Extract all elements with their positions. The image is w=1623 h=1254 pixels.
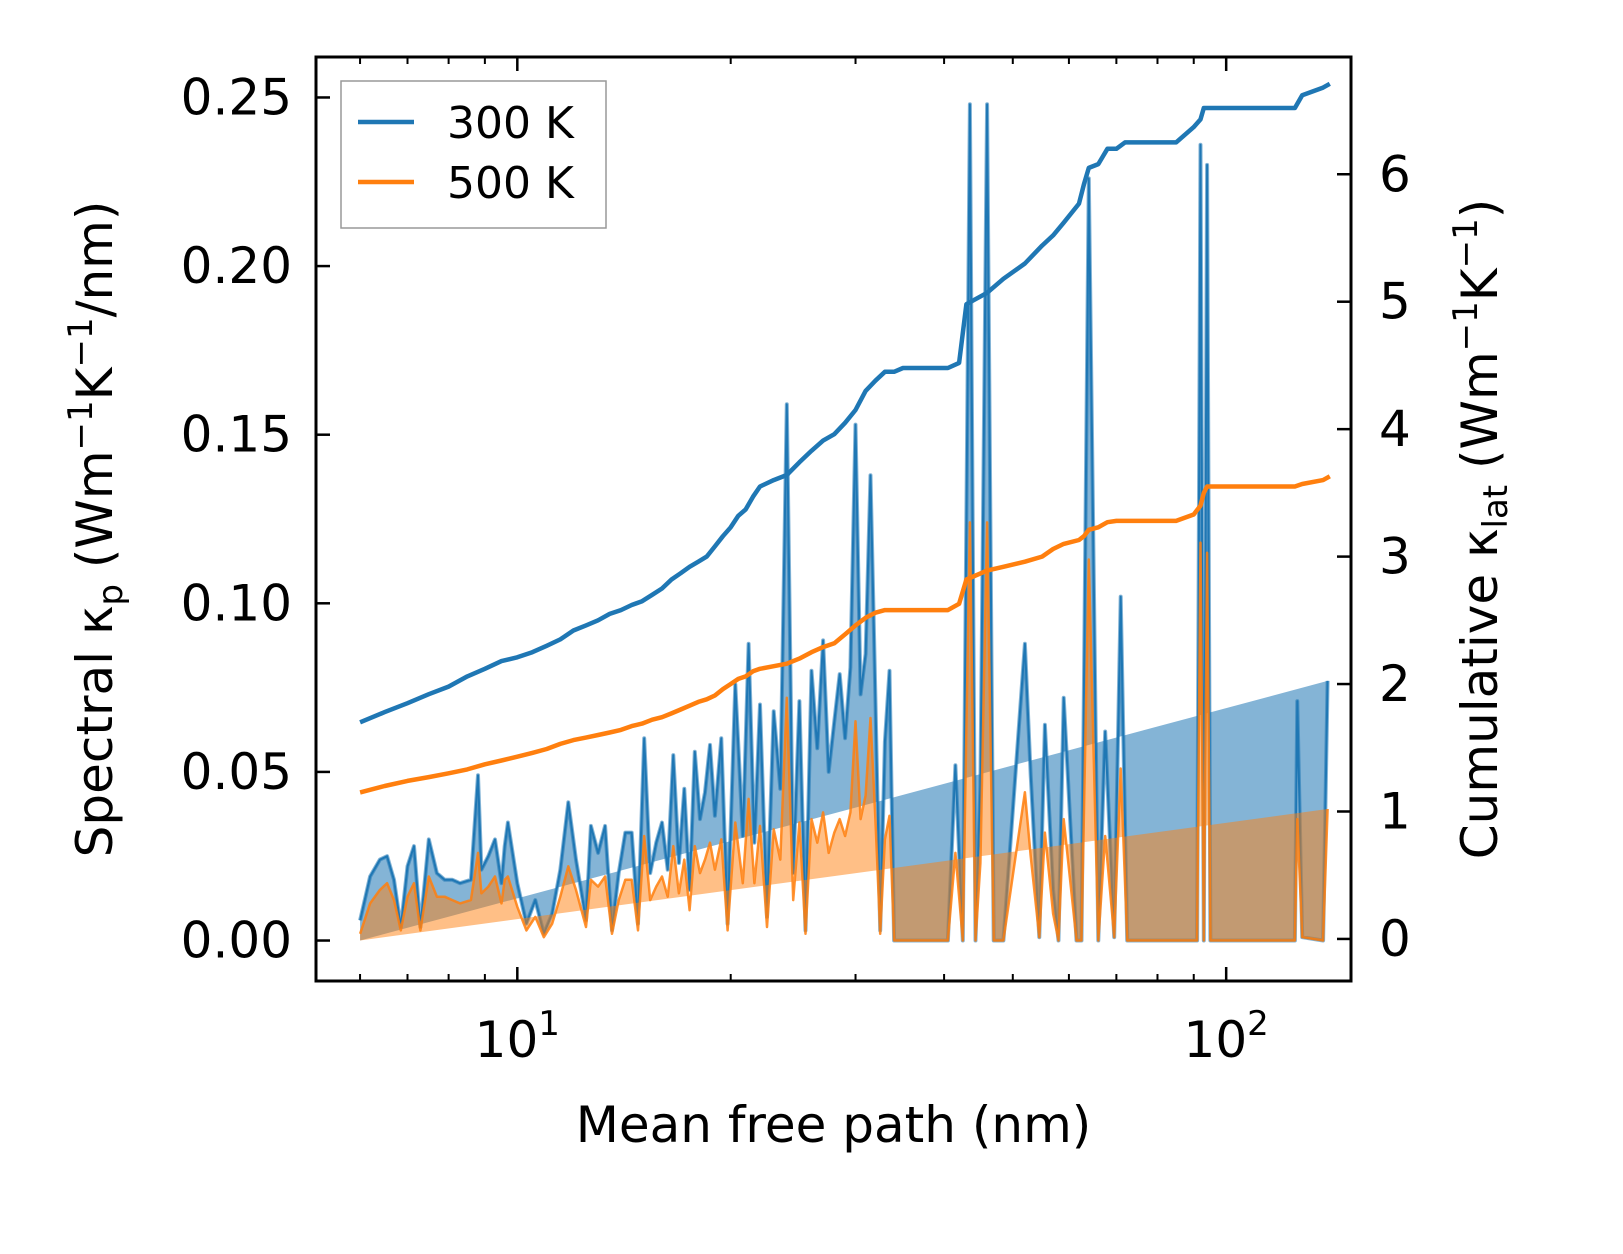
data-lines <box>359 81 1331 795</box>
y-left-tick-label: 0.25 <box>181 68 292 126</box>
y-left-tick-label: 0.15 <box>181 406 292 464</box>
spectral-line-500k <box>358 521 1329 942</box>
plot-frame <box>314 55 1353 983</box>
y-right-tick-label: 5 <box>1379 273 1411 331</box>
x-tick-base: 10 <box>475 1011 539 1069</box>
legend-label-500k: 500 K <box>447 158 575 209</box>
y-right-sup1: −1 <box>1446 301 1486 351</box>
y-right-unit-open: (Wm <box>1451 351 1509 485</box>
y-right-tick-label: 1 <box>1379 782 1411 840</box>
y-left-unit-open: (Wm <box>66 450 124 584</box>
y-right-tick-label: 6 <box>1379 145 1411 203</box>
y-left-prefix: Spectral κ <box>66 606 124 858</box>
y-left-sup1: −1 <box>61 400 101 450</box>
spectral-fills <box>358 102 1330 943</box>
y-axis-title-left: Spectral κp (Wm−1K−1/nm) <box>61 201 131 858</box>
x-tick-exp: 2 <box>1247 1004 1269 1044</box>
y-right-tick-label: 3 <box>1379 528 1411 586</box>
y-right-prefix: Cumulative κ <box>1451 528 1509 859</box>
legend: 300 K 500 K <box>340 80 607 229</box>
y-right-tick-label: 2 <box>1379 655 1411 713</box>
x-tick-exp: 1 <box>538 1004 560 1044</box>
y-left-tick-label: 0.05 <box>181 743 292 801</box>
y-right-sub: lat <box>1476 485 1516 529</box>
y-axis-title-right: Cumulative κlat (Wm−1K−1) <box>1446 199 1516 859</box>
y-right-tick-label: 4 <box>1379 400 1411 458</box>
y-left-tick-label: 0.00 <box>181 912 292 970</box>
y-left-unit-close: /nm) <box>66 201 124 318</box>
cumulative-line-500k <box>359 474 1331 795</box>
x-tick-label: 102 <box>1184 1004 1269 1069</box>
spectral-fill-500k <box>360 522 1328 941</box>
legend-label-300k: 300 K <box>447 98 575 149</box>
y-right-tick-label: 0 <box>1379 910 1411 968</box>
y-right-unit-close: ) <box>1451 199 1509 219</box>
legend-box <box>340 80 607 229</box>
spectral-fill-300k <box>360 104 1328 941</box>
y-left-sup2: −1 <box>61 317 101 367</box>
y-left-tick-label: 0.10 <box>181 574 292 632</box>
x-tick-base: 10 <box>1184 1011 1248 1069</box>
y-left-sub: p <box>91 584 131 606</box>
x-tick-label: 101 <box>475 1004 560 1069</box>
y-right-mid: K <box>1451 267 1509 301</box>
cumulative-line-300k <box>359 81 1331 725</box>
y-left-tick-label: 0.20 <box>181 237 292 295</box>
y-right-sup2: −1 <box>1446 218 1486 268</box>
x-axis-title: Mean free path (nm) <box>576 1096 1092 1154</box>
y-left-mid: K <box>66 366 124 400</box>
